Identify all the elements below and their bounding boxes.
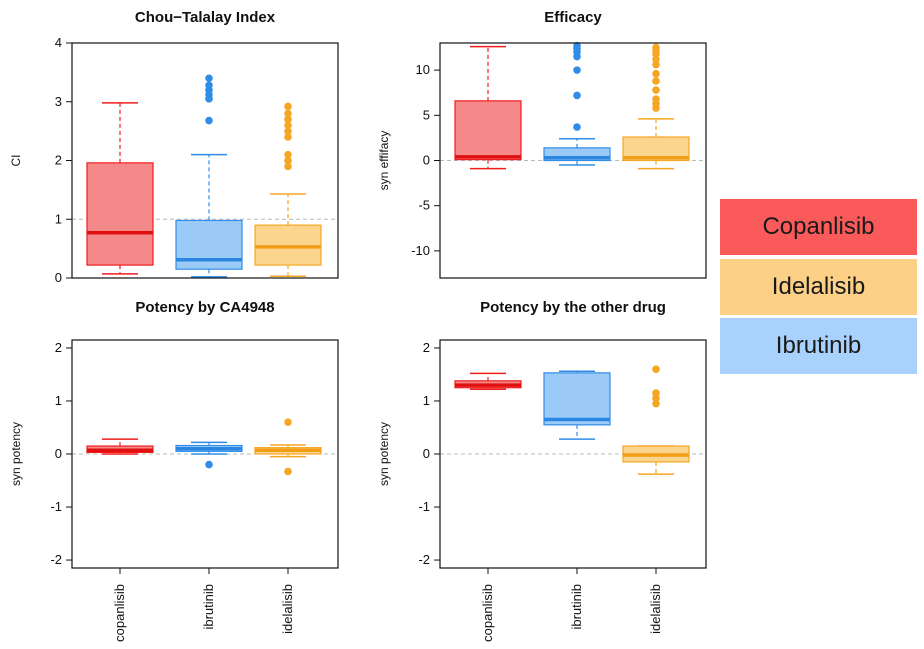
panel-3: Potency by the other drug syn potency -2 -1… [377,299,707,642]
panel-frame [71,339,339,569]
outlier-point [284,162,292,171]
box-idelalisib [622,365,690,475]
y-tick-label: -1 [50,499,62,514]
y-tick-label: -2 [50,552,62,567]
y-tick-label: 2 [55,153,62,168]
panel-0: Chou−Talalay Index CI 0 1 2 3 4 [9,9,339,285]
outlier-point [284,156,292,165]
box-idelalisib [622,43,690,170]
y-tick-label: 3 [55,94,62,109]
outlier-point [573,123,581,131]
outlier-point [205,74,213,83]
y-axis-label: syn effifacy [377,131,391,191]
y-tick-label: 1 [55,211,62,226]
box-idelalisib [254,102,322,277]
outlier-point [205,116,213,125]
box-idelalisib [254,418,322,476]
panel-frame [439,339,707,569]
box-body [543,372,611,426]
outlier-point [205,460,213,469]
outlier-point [284,418,292,426]
y-tick-label: 1 [423,393,430,408]
panel-frame [71,42,339,279]
panel-title: Potency by CA4948 [135,299,274,316]
y-tick-label: 10 [416,62,430,77]
outlier-point [284,467,292,476]
y-tick-label: -1 [418,499,430,514]
box-copanlisib [86,102,154,275]
y-tick-label: 0 [55,446,62,461]
y-tick-label: 5 [423,107,430,122]
box-ibrutinib [543,41,611,166]
box-ibrutinib [175,74,243,278]
outlier-point [284,115,292,124]
outlier-point [205,81,213,90]
legend-label-idelalisib: Idelalisib [771,273,866,300]
panel-title: Chou−Talalay Index [135,9,276,26]
outlier-point [284,109,292,118]
y-tick-label: 4 [55,35,62,50]
box-body [454,100,522,161]
outlier-point [652,95,660,103]
box-body [254,224,322,266]
box-ibrutinib [175,441,243,469]
outlier-point [652,69,660,78]
outlier-point [652,77,660,85]
x-tick-label: ibrutinib [569,584,584,630]
outlier-point [652,365,660,373]
legend-label-ibrutinib: Ibrutinib [775,332,862,359]
outlier-point [652,389,660,397]
y-tick-label: -10 [411,243,430,258]
legend-ibrutinib: Ibrutinib [720,318,917,374]
outlier-point [573,66,581,74]
y-axis-label: syn potency [9,422,23,486]
x-tick-label: ibrutinib [201,584,216,630]
x-tick-label: copanlisib [112,584,127,642]
box-body [86,162,154,266]
box-copanlisib [454,45,522,170]
box-body [622,136,690,162]
panel-1: Efficacy syn effifacy -10 -5 0 5 10 [377,9,707,279]
outlier-point [652,399,660,408]
outlier-point [284,133,292,141]
x-tick-label: idelalisib [648,584,663,634]
y-tick-label: 0 [423,446,430,461]
panel-title: Potency by the other drug [480,299,666,316]
box-ibrutinib [543,370,611,440]
outlier-point [652,394,660,403]
outlier-point [284,127,292,135]
y-tick-label: -5 [418,198,430,213]
y-tick-label: 2 [423,340,430,355]
outlier-point [652,43,660,52]
outlier-point [284,150,292,159]
outlier-point [652,55,660,64]
outlier-point [573,91,581,100]
legend-copanlisib: Copanlisib [720,199,917,255]
x-tick-label: copanlisib [480,584,495,642]
x-tick-label: idelalisib [280,584,295,634]
legend-label-copanlisib: Copanlisib [762,213,875,240]
y-axis-label: CI [9,155,23,167]
panel-title: Efficacy [544,9,602,26]
y-tick-label: -2 [418,552,430,567]
outlier-point [573,41,581,50]
box-copanlisib [86,438,154,455]
outlier-point [652,60,660,69]
legend-idelalisib: Idelalisib [720,259,917,315]
outlier-point [652,86,660,94]
y-tick-label: 0 [55,270,62,285]
outlier-point [284,102,292,111]
outlier-point [284,121,292,130]
y-axis-label: syn potency [377,422,391,486]
y-tick-label: 0 [423,153,430,168]
panel-frame [439,42,707,279]
panel-2: Potency by CA4948 syn potency -2 -1 0 1 2 copan… [9,299,339,642]
y-tick-label: 1 [55,393,62,408]
y-tick-label: 2 [55,340,62,355]
box-body [175,219,243,270]
box-copanlisib [454,372,522,391]
